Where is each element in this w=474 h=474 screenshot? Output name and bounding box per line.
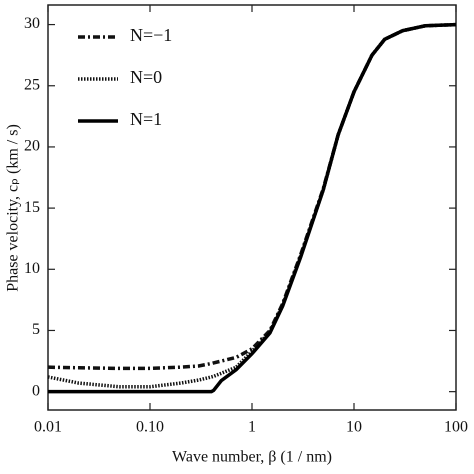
x-tick-label: 1	[248, 419, 256, 436]
legend-label: N=−1	[130, 25, 172, 45]
x-axis-label: Wave number, β (1 / nm)	[172, 449, 332, 466]
y-tick-label: 25	[24, 76, 40, 93]
x-tick-label: 0.10	[136, 419, 164, 436]
series-line	[47, 22, 457, 371]
y-tick-label: 30	[24, 15, 40, 32]
y-tick-label: 10	[24, 260, 40, 277]
x-tick-label: 100	[444, 419, 468, 436]
series-line	[48, 22, 457, 394]
x-tick-label: 0.01	[34, 419, 62, 436]
y-tick-label: 5	[32, 321, 40, 338]
y-tick-label: 0	[32, 382, 40, 399]
x-tick-label: 10	[346, 419, 362, 436]
legend-label: N=0	[130, 67, 162, 87]
y-axis-label: Phase velocity, cₚ (km / s)	[5, 124, 22, 292]
y-tick-label: 15	[24, 199, 40, 216]
y-tick-label: 20	[24, 138, 40, 155]
plot-frame	[47, 4, 457, 411]
legend-label: N=1	[130, 109, 162, 129]
